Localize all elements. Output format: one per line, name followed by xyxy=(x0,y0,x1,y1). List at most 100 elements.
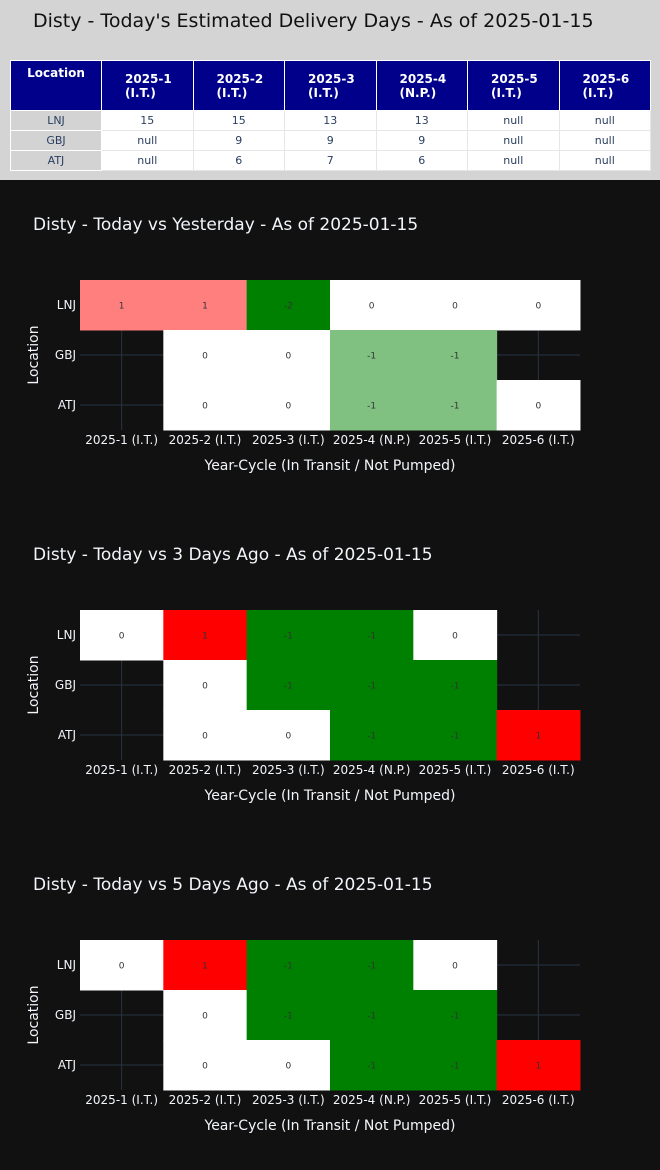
column-header-cycle: 2025-1 xyxy=(125,71,172,86)
heatmap-cell[interactable] xyxy=(329,710,414,761)
table-cell: null xyxy=(101,150,194,171)
cell-value-label: 1 xyxy=(202,962,208,972)
table-cell: null xyxy=(467,150,560,171)
x-axis-title: Year-Cycle (In Transit / Not Pumped) xyxy=(204,1118,456,1134)
heatmap-cell[interactable] xyxy=(413,990,498,1041)
heatmap-cell[interactable] xyxy=(496,1040,581,1091)
heatmap-cell[interactable] xyxy=(496,280,581,331)
heatmap-cell[interactable] xyxy=(163,940,248,991)
cell-value-label: -1 xyxy=(450,352,459,362)
table-cell: 9 xyxy=(192,130,285,151)
x-tick-label: 2025-6 (I.T.) xyxy=(502,1093,575,1107)
cell-value-label: 0 xyxy=(452,632,458,642)
x-axis-title: Year-Cycle (In Transit / Not Pumped) xyxy=(204,458,456,474)
heatmap-cell[interactable] xyxy=(496,380,581,431)
heatmap-cell[interactable] xyxy=(413,710,498,761)
heatmap-cell[interactable] xyxy=(413,280,498,331)
cell-value-label: -1 xyxy=(450,402,459,412)
column-header-cycle: 2025-2 xyxy=(216,71,264,86)
y-tick-label: GBJ xyxy=(55,348,76,362)
table-cell: 9 xyxy=(284,130,377,151)
cell-value-label: 0 xyxy=(202,682,208,692)
chart-title: Disty - Today vs 3 Days Ago - As of 2025… xyxy=(33,545,433,565)
heatmap-cell[interactable] xyxy=(163,330,248,381)
x-tick-label: 2025-6 (I.T.) xyxy=(502,433,575,447)
cell-value-label: -1 xyxy=(284,1012,293,1022)
cell-value-label: 0 xyxy=(535,402,541,412)
heatmap-cell[interactable] xyxy=(80,610,164,661)
heatmap-cell[interactable] xyxy=(163,610,248,661)
heatmap-cell[interactable] xyxy=(413,660,498,711)
heatmap-cell[interactable] xyxy=(246,380,331,431)
table-cell: 6 xyxy=(192,150,285,171)
cell-value-label: 0 xyxy=(202,732,208,742)
heatmap-cell[interactable] xyxy=(329,380,414,431)
cell-value-label: -1 xyxy=(450,682,459,692)
column-header-status: (I.T.) xyxy=(308,85,339,100)
cell-value-label: -1 xyxy=(450,732,459,742)
cell-value-label: 0 xyxy=(285,402,291,412)
heatmap-cell[interactable] xyxy=(329,1040,414,1091)
heatmap-cell[interactable] xyxy=(163,380,248,431)
table-cell: null xyxy=(467,130,560,151)
heatmap-cell[interactable] xyxy=(329,940,414,991)
heatmap-cell[interactable] xyxy=(80,280,164,331)
x-tick-label: 2025-5 (I.T.) xyxy=(419,763,492,777)
cell-value-label: -1 xyxy=(367,1012,376,1022)
heatmap-cell[interactable] xyxy=(163,710,248,761)
heatmap-cell[interactable] xyxy=(246,990,331,1041)
x-tick-label: 2025-4 (N.P.) xyxy=(333,433,411,447)
table-cell: 13 xyxy=(375,110,468,131)
heatmap-cell[interactable] xyxy=(413,940,498,991)
heatmap-cell[interactable] xyxy=(246,660,331,711)
heatmap-cell[interactable] xyxy=(413,1040,498,1091)
heatmap-cell[interactable] xyxy=(246,330,331,381)
column-header: 2025-5 (I.T.) xyxy=(467,60,560,111)
heatmap-cell[interactable] xyxy=(80,940,164,991)
heatmap-cell[interactable] xyxy=(329,610,414,661)
column-header-status: (I.T.) xyxy=(491,85,522,100)
heatmap-cell[interactable] xyxy=(329,280,414,331)
heatmap-cell[interactable] xyxy=(246,280,331,331)
heatmap-cell[interactable] xyxy=(246,940,331,991)
column-header-status: (I.T.) xyxy=(582,85,614,100)
x-tick-label: 2025-5 (I.T.) xyxy=(419,1093,492,1107)
heatmap-cell[interactable] xyxy=(163,660,248,711)
column-header-cycle: 2025-5 xyxy=(491,71,538,86)
heatmap-cell[interactable] xyxy=(246,710,331,761)
column-header-status: (I.T.) xyxy=(125,85,156,100)
y-axis-title: Location xyxy=(26,655,42,714)
x-tick-label: 2025-1 (I.T.) xyxy=(85,763,158,777)
cell-value-label: 0 xyxy=(369,302,375,312)
heatmap-cell[interactable] xyxy=(329,330,414,381)
cell-value-label: 0 xyxy=(202,1012,208,1022)
heatmap-cell[interactable] xyxy=(163,1040,248,1091)
row-location: GBJ xyxy=(10,130,102,151)
heatmap-cell[interactable] xyxy=(163,990,248,1041)
cell-value-label: 1 xyxy=(202,632,208,642)
x-tick-label: 2025-3 (I.T.) xyxy=(252,763,325,777)
heatmap-cell[interactable] xyxy=(163,280,248,331)
y-axis-title: Location xyxy=(26,985,42,1044)
heatmap-cell[interactable] xyxy=(246,610,331,661)
heatmap-cell[interactable] xyxy=(496,710,581,761)
column-header-cycle: 2025-4 xyxy=(399,71,447,86)
heatmap-cell[interactable] xyxy=(413,610,498,661)
column-header-cycle: 2025-6 xyxy=(582,71,630,86)
heatmap-cell[interactable] xyxy=(246,1040,331,1091)
table-cell: null xyxy=(467,110,560,131)
heatmap-cell[interactable] xyxy=(329,990,414,1041)
y-tick-label: ATJ xyxy=(58,398,76,412)
cell-value-label: -2 xyxy=(284,302,293,312)
cell-value-label: -1 xyxy=(284,682,293,692)
heatmap-cell[interactable] xyxy=(413,330,498,381)
x-tick-label: 2025-1 (I.T.) xyxy=(85,1093,158,1107)
chart-title: Disty - Today vs 5 Days Ago - As of 2025… xyxy=(33,875,433,895)
heatmap-cell[interactable] xyxy=(413,380,498,431)
cell-value-label: 0 xyxy=(285,352,291,362)
location-header: Location xyxy=(10,60,102,111)
x-axis-title: Year-Cycle (In Transit / Not Pumped) xyxy=(204,788,456,804)
x-tick-label: 2025-2 (I.T.) xyxy=(169,1093,242,1107)
heatmap-cell[interactable] xyxy=(329,660,414,711)
table-header-row: Location 2025-1 (I.T.) 2025-2 (I.T.) 2025-3(… xyxy=(10,60,651,111)
